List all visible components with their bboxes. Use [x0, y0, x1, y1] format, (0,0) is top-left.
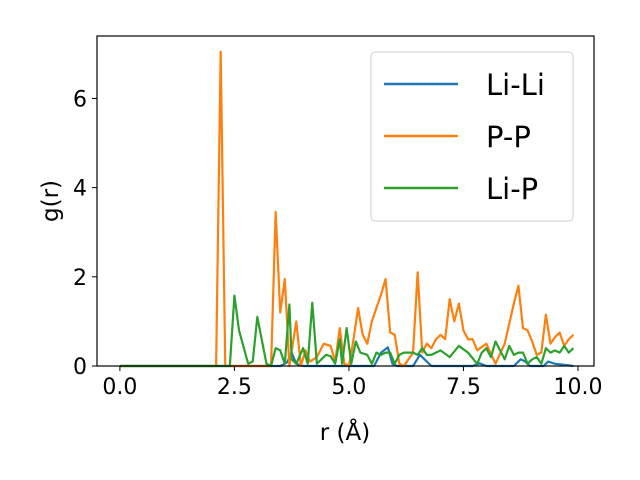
y-tick-label: 4 — [73, 177, 87, 202]
y-tick-label: 0 — [73, 355, 87, 380]
series-line-p-p — [119, 50, 575, 368]
legend-label-p-p: P-P — [486, 120, 531, 154]
x-tick-label: 10.0 — [553, 375, 602, 400]
series-layer — [119, 50, 575, 368]
x-tick-label: 7.5 — [446, 375, 481, 400]
y-axis-label: g(r) — [38, 180, 64, 222]
x-axis-ticks: 0.0 2.5 5.0 7.5 10.0 — [102, 366, 602, 400]
legend-box — [370, 51, 574, 222]
series-line-li-p — [119, 294, 575, 368]
y-tick-label: 2 — [73, 266, 87, 291]
plot-frame — [96, 35, 595, 367]
x-tick-label: 2.5 — [217, 375, 252, 400]
x-tick-label: 0.0 — [102, 375, 137, 400]
y-tick-label: 6 — [73, 87, 87, 112]
legend: Li-Li P-P Li-P — [370, 51, 574, 222]
x-axis-label: r (Å) — [320, 418, 370, 446]
y-axis-ticks: 0 2 4 6 — [73, 87, 97, 380]
legend-label-li-li: Li-Li — [486, 68, 545, 102]
legend-label-li-p: Li-P — [486, 172, 538, 206]
x-tick-label: 5.0 — [331, 375, 366, 400]
